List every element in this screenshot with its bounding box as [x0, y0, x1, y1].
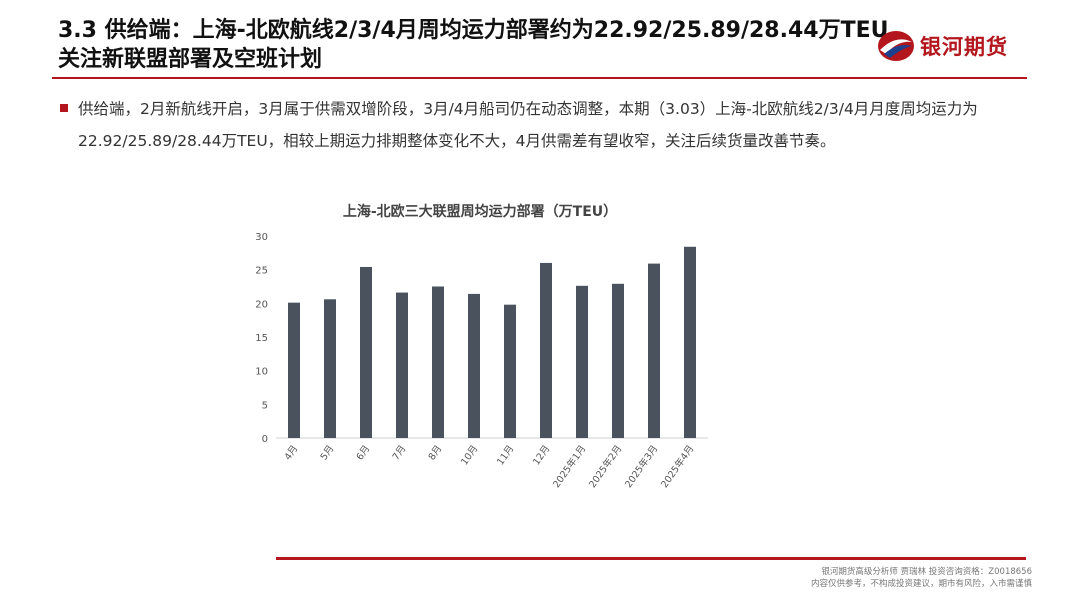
y-tick-label: 10 — [255, 367, 268, 378]
x-tick-label: 4月 — [283, 443, 301, 462]
chart-title: 上海-北欧三大联盟周均运力部署（万TEU） — [343, 203, 617, 220]
x-tick-label: 12月 — [531, 443, 552, 467]
bullet-text: 供给端，2月新航线开启，3月属于供需双增阶段，3月/4月船司仍在动态调整，本期（… — [78, 100, 978, 150]
x-tick-label: 6月 — [355, 443, 373, 462]
bar — [684, 246, 696, 438]
bar — [396, 292, 408, 438]
slide-title: 3.3 供给端：上海-北欧航线2/3/4月周均运力部署约为22.92/25.89… — [58, 18, 911, 72]
y-tick-label: 20 — [255, 299, 268, 310]
bar — [540, 262, 552, 438]
y-tick-label: 0 — [262, 434, 268, 445]
title-divider — [52, 77, 1027, 79]
x-tick-label: 5月 — [319, 443, 337, 462]
company-logo: 银河期货 — [876, 28, 1008, 64]
bar — [504, 304, 516, 438]
footer-risk-line: 内容仅供参考，不构成投资建议，期市有风险，入市需谨慎 — [810, 579, 1032, 589]
y-tick-label: 25 — [255, 266, 268, 277]
bullet-paragraph: 供给端，2月新航线开启，3月属于供需双增阶段，3月/4月船司仍在动态调整，本期（… — [60, 93, 1020, 157]
x-tick-label: 8月 — [427, 443, 445, 462]
logo-text: 银河期货 — [920, 35, 1008, 59]
bullet-square-icon — [60, 104, 68, 112]
x-tick-label: 2025年2月 — [586, 443, 624, 490]
x-tick-label: 2025年1月 — [550, 443, 588, 490]
bar — [576, 285, 588, 438]
bar — [612, 283, 624, 438]
bar — [324, 299, 336, 438]
bar — [288, 302, 300, 438]
bar — [648, 263, 660, 438]
capacity-bar-chart: 上海-北欧三大联盟周均运力部署（万TEU） 30 25 20 15 10 5 0 4月 5月 6… — [255, 203, 708, 490]
bar — [360, 266, 372, 438]
x-tick-label: 10月 — [459, 443, 480, 467]
bar — [468, 293, 480, 438]
footer-disclaimer: 银河期货高级分析师 贾瑞林 投资咨询资格：Z0018656 内容仅供参考，不构成… — [811, 566, 1032, 590]
x-tick-label: 7月 — [391, 443, 409, 462]
footer-divider — [276, 557, 1026, 560]
x-tick-label: 2025年3月 — [622, 443, 660, 490]
bar — [432, 286, 444, 438]
galaxy-logo-icon — [878, 31, 914, 61]
y-tick-label: 5 — [262, 400, 268, 411]
x-tick-label: 11月 — [495, 443, 516, 467]
x-tick-label: 2025年4月 — [658, 443, 696, 490]
y-tick-label: 30 — [255, 232, 268, 243]
y-tick-label: 15 — [255, 333, 268, 344]
footer-analyst-line: 银河期货高级分析师 贾瑞林 投资咨询资格：Z0018656 — [821, 567, 1032, 577]
